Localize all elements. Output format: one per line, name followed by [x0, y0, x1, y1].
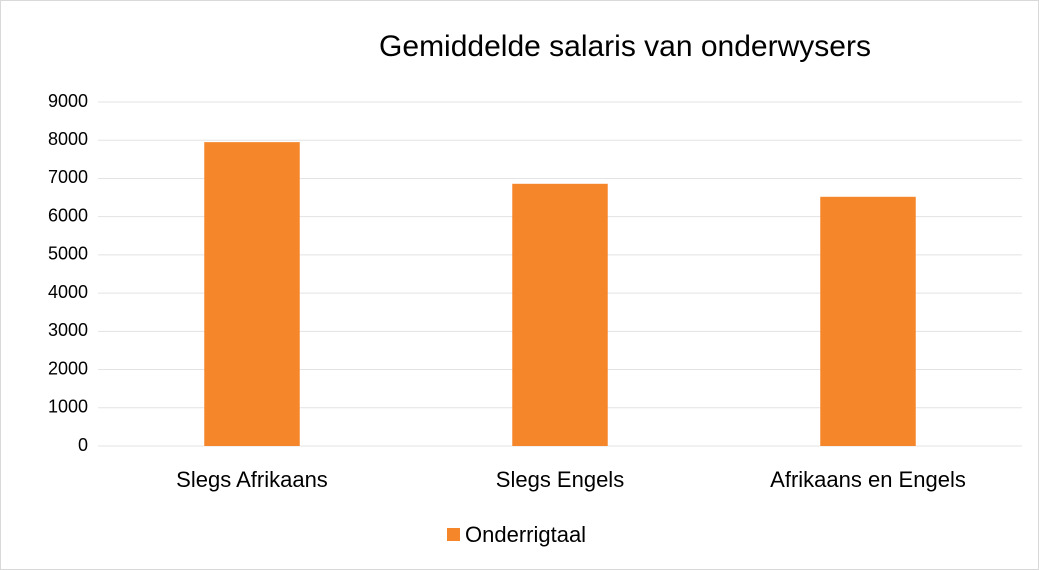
bar: [204, 142, 300, 446]
y-tick-label: 4000: [48, 282, 88, 302]
chart-title: Gemiddelde salaris van onderwysers: [379, 30, 871, 63]
legend-swatch: [447, 528, 460, 541]
bar: [820, 196, 916, 446]
y-tick-label: 3000: [48, 320, 88, 340]
x-tick-label: Slegs Engels: [496, 467, 624, 492]
y-tick-label: 2000: [48, 358, 88, 378]
y-tick-label: 6000: [48, 205, 88, 225]
y-tick-label: 8000: [48, 129, 88, 149]
y-tick-label: 7000: [48, 167, 88, 187]
y-tick-label: 0: [78, 435, 88, 455]
y-tick-label: 1000: [48, 397, 88, 417]
legend-label: Onderrigtaal: [465, 522, 586, 547]
x-tick-label: Slegs Afrikaans: [176, 467, 328, 492]
x-tick-label: Afrikaans en Engels: [770, 467, 966, 492]
y-tick-label: 5000: [48, 244, 88, 264]
bar: [512, 183, 608, 446]
y-tick-label: 9000: [48, 91, 88, 111]
